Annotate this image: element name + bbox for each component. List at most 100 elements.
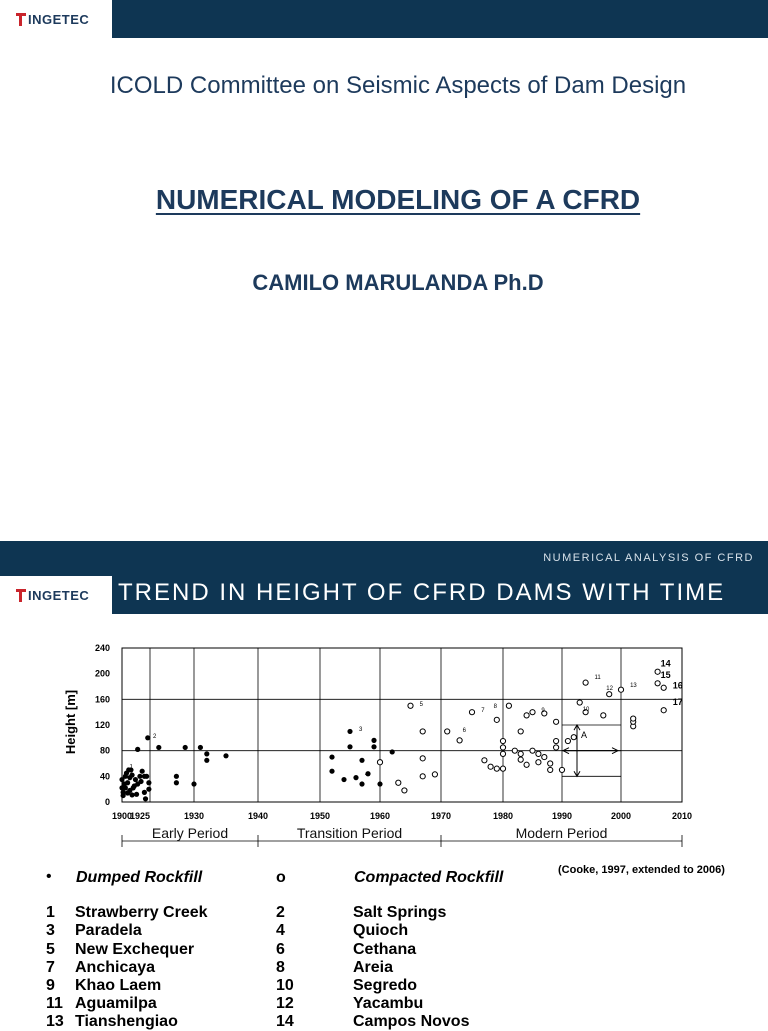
compacted-rockfill-point	[419, 773, 426, 780]
dam-number-label: 1	[129, 765, 133, 771]
legend-number-right: 6	[276, 941, 285, 958]
compacted-rockfill-point	[553, 744, 560, 751]
compacted-rockfill-point	[468, 709, 476, 716]
slide1-author: CAMILO MARULANDA Ph.D	[252, 270, 544, 295]
compacted-rockfill-point	[541, 753, 548, 761]
legend-number-right: 2	[276, 904, 285, 921]
compacted-rockfill-point	[499, 737, 507, 745]
compacted-rockfill-point	[395, 779, 402, 786]
legend-number-right: 8	[276, 959, 285, 976]
compacted-rockfill-point	[505, 702, 512, 709]
legend-dam-name-left: Tianshengiao	[75, 1013, 178, 1030]
legend-number-right: 4	[276, 922, 285, 939]
dumped-rockfill-point	[191, 781, 197, 787]
legend-dam-name-left: Anchicaya	[75, 959, 156, 976]
legend-number-left: 7	[46, 959, 55, 976]
compacted-rockfill-point	[535, 759, 542, 766]
dumped-rockfill-point	[347, 744, 353, 750]
y-tick-label: 40	[100, 771, 110, 781]
compacted-rockfill-point	[570, 734, 577, 741]
slide1-logo-box: INGETEC	[0, 0, 112, 38]
dumped-rockfill-point	[125, 780, 131, 786]
dumped-rockfill-point	[389, 749, 395, 755]
legend-dam-name-right: Yacambu	[353, 995, 424, 1012]
ingetec-logo: INGETEC	[16, 12, 89, 26]
compacted-rockfill-point	[654, 680, 661, 687]
y-tick-label: 240	[95, 643, 110, 653]
legend-dam-name-right: Segredo	[353, 977, 418, 994]
annotation-arrowhead	[573, 770, 581, 778]
legend-dam-name-left: Aguamilpa	[75, 995, 157, 1012]
dumped-rockfill-point	[223, 753, 229, 759]
annotation-arrowhead	[561, 747, 570, 755]
dam-number-label: 12	[606, 686, 613, 692]
legend-number-right: 10	[276, 977, 294, 994]
compacted-rockfill-point	[617, 686, 625, 693]
compacted-rockfill-point	[529, 709, 536, 716]
compacted-rockfill-point	[582, 709, 589, 716]
compacted-rockfill-point	[654, 668, 661, 675]
slide2-logo-box: INGETEC	[0, 576, 112, 614]
legend-dam-name-right: Cethana	[353, 941, 417, 958]
period-label: Early Period	[152, 825, 228, 841]
dumped-rockfill-point	[119, 776, 125, 783]
x-tick-label: 1990	[552, 811, 572, 821]
compacted-rockfill-point	[576, 699, 583, 706]
dumped-rockfill-point	[197, 744, 203, 751]
period-label: Transition Period	[297, 825, 402, 841]
compacted-rockfill-point	[523, 712, 530, 719]
compacted-rockfill-point	[553, 718, 560, 725]
ingetec-logo-icon	[16, 12, 26, 26]
plot-frame	[121, 647, 683, 803]
period-label: Modern Period	[516, 825, 608, 841]
slide2-caption: NUMERICAL ANALYSIS OF CFRD	[543, 552, 754, 564]
compacted-rockfill-point	[407, 702, 414, 709]
dumped-rockfill-point	[359, 757, 365, 763]
compacted-rockfill-point	[564, 737, 572, 745]
x-tick-label: 2000	[611, 811, 631, 821]
dam-number-label: 16	[673, 681, 683, 691]
dumped-rockfill-point	[371, 737, 377, 743]
legend-dam-name-right: Campos Novos	[353, 1013, 470, 1030]
dumped-rockfill-point	[144, 773, 150, 779]
dam-number-label: 7	[481, 708, 485, 714]
compacted-rockfill-point	[499, 750, 507, 757]
ingetec-logo-icon	[16, 588, 26, 602]
legend-dam-name-right: Areia	[353, 959, 394, 976]
y-tick-label: 120	[95, 720, 110, 730]
dumped-rockfill-point	[133, 791, 140, 797]
dam-number-label: 11	[595, 675, 602, 681]
legend-number-left: 11	[46, 995, 63, 1012]
compacted-rockfill-point	[535, 750, 542, 757]
logo-text-2: INGETEC	[28, 587, 90, 603]
legend-dam-name-left: Paradela	[75, 922, 142, 939]
y-tick-label: 80	[100, 746, 110, 756]
dumped-rockfill-point	[135, 746, 141, 752]
dumped-rockfill-point	[132, 776, 139, 783]
dumped-label: Dumped Rockfill	[76, 869, 203, 886]
x-tick-label: 1900	[112, 811, 132, 821]
legend-number-left: 5	[46, 941, 55, 958]
x-tick-label: 1980	[493, 811, 513, 821]
x-tick-label: 2010	[672, 811, 692, 821]
legend-number-right: 12	[276, 995, 294, 1012]
dam-number-label: 5	[420, 702, 424, 708]
dam-number-label: 8	[494, 704, 498, 710]
y-axis-label: Height [m]	[63, 690, 78, 754]
dumped-rockfill-point	[120, 789, 126, 795]
x-tick-label: 1970	[431, 811, 451, 821]
dumped-rockfill-point	[204, 757, 210, 763]
dam-number-label: 6	[463, 728, 467, 734]
chart-citation: (Cooke, 1997, extended to 2006)	[558, 864, 725, 876]
dumped-rockfill-point	[329, 768, 335, 774]
y-tick-label: 200	[95, 669, 110, 679]
dumped-rockfill-point	[173, 780, 179, 786]
dumped-rockfill-point	[129, 792, 135, 798]
compacted-rockfill-point	[582, 679, 589, 686]
dumped-rockfill-point	[129, 772, 135, 778]
dumped-rockfill-point	[139, 768, 145, 774]
ingetec-logo-2: INGETEC	[16, 588, 89, 602]
legend-number-left: 1	[46, 904, 55, 921]
